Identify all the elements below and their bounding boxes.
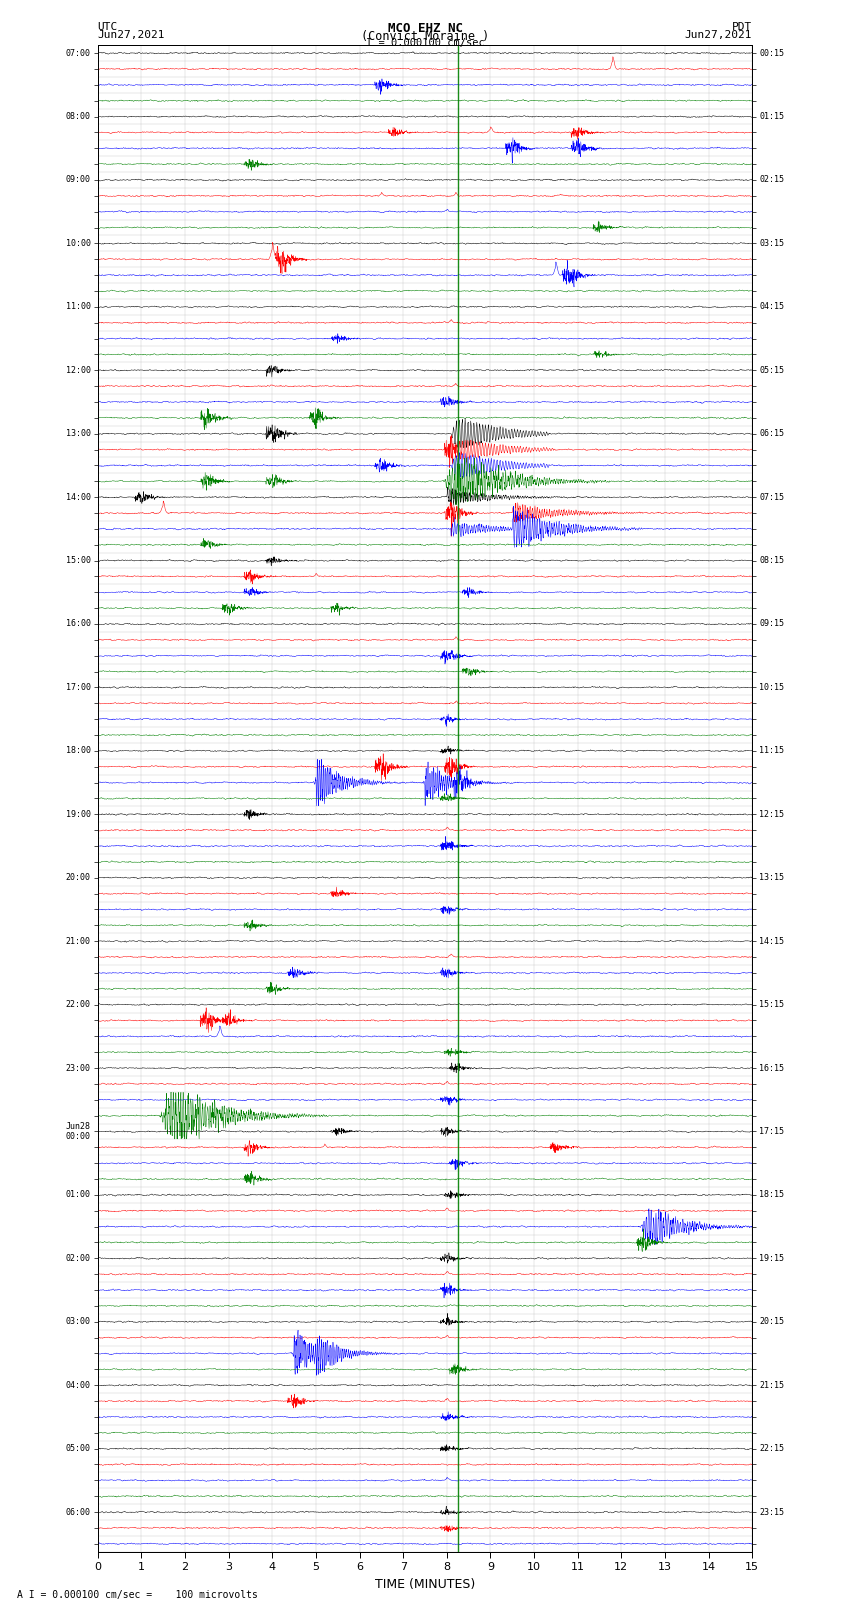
Text: A I = 0.000100 cm/sec =    100 microvolts: A I = 0.000100 cm/sec = 100 microvolts (17, 1590, 258, 1600)
Text: UTC: UTC (98, 23, 118, 32)
Text: I = 0.000100 cm/sec: I = 0.000100 cm/sec (366, 37, 484, 48)
Text: PDT: PDT (732, 23, 752, 32)
X-axis label: TIME (MINUTES): TIME (MINUTES) (375, 1578, 475, 1590)
Text: MCO EHZ NC: MCO EHZ NC (388, 23, 462, 35)
Text: Jun27,2021: Jun27,2021 (685, 31, 752, 40)
Text: (Convict Moraine ): (Convict Moraine ) (361, 31, 489, 44)
Text: Jun27,2021: Jun27,2021 (98, 31, 165, 40)
